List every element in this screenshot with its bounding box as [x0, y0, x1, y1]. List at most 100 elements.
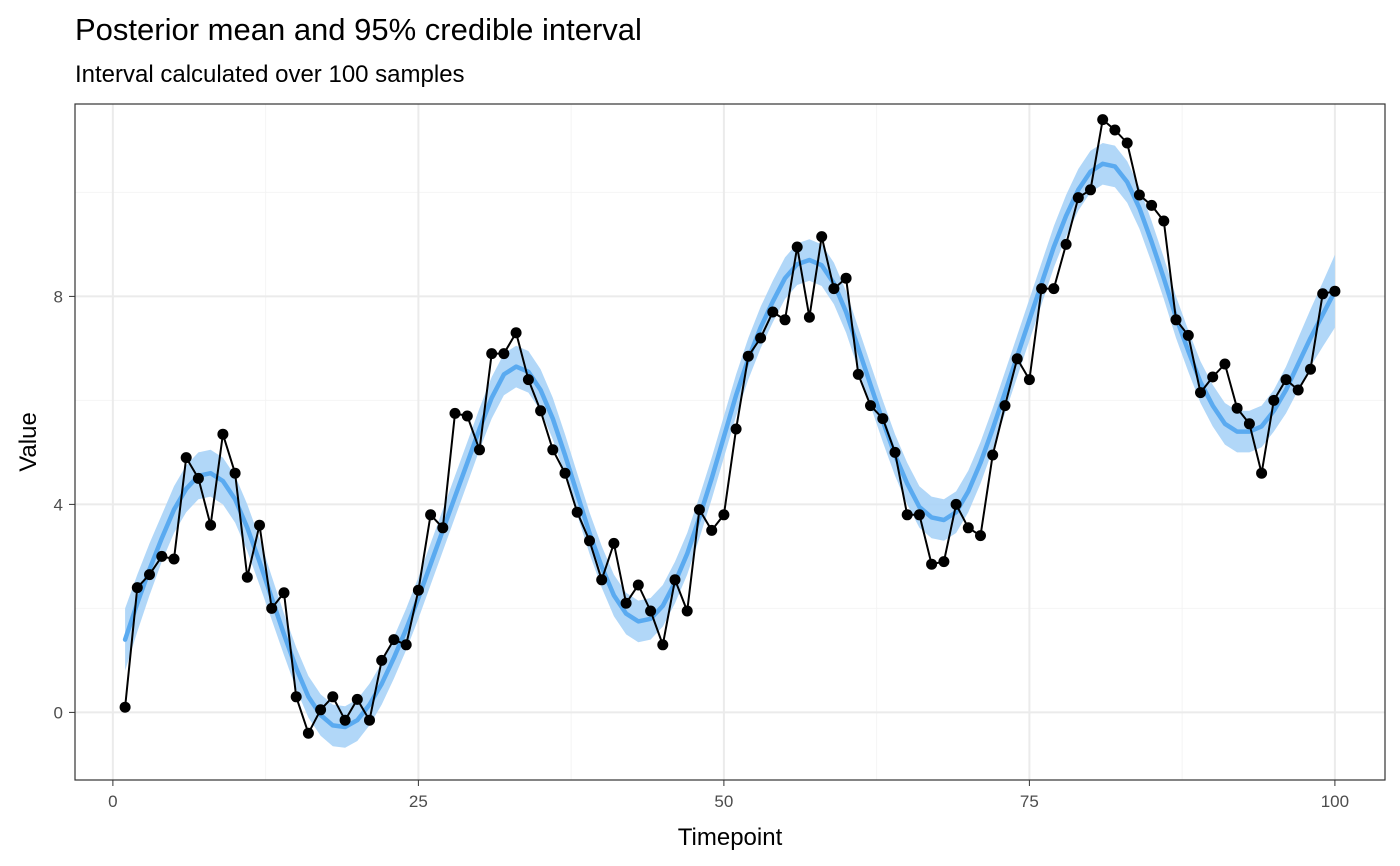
panel-border	[74, 103, 1386, 781]
observed-data-point	[877, 413, 889, 425]
observed-data-point	[351, 693, 363, 705]
observed-data-point	[987, 449, 999, 461]
observed-data-point	[168, 553, 180, 565]
x-tick-label: 50	[714, 792, 733, 811]
observed-data-point	[571, 506, 583, 518]
observed-data-point	[205, 519, 217, 531]
observed-data-point	[461, 410, 473, 422]
posterior-mean-layer	[122, 161, 1338, 730]
x-axis-title: Timepoint	[678, 824, 783, 851]
observed-data-point	[865, 400, 876, 412]
observed-data-point	[1280, 374, 1292, 386]
observed-data-point	[217, 428, 229, 440]
observed-data-point	[1097, 114, 1109, 126]
observed-data-point	[1060, 238, 1072, 250]
observed-data-point	[645, 605, 657, 617]
observed-data-point	[852, 368, 864, 380]
observed-data-point	[339, 714, 351, 726]
observed-data-point	[131, 582, 143, 594]
observed-data-point	[1268, 394, 1280, 406]
observed-data-point	[498, 348, 510, 360]
observed-data-point	[1146, 199, 1158, 211]
y-axis-title: Value	[15, 412, 42, 472]
observed-data-point	[1256, 467, 1268, 479]
observed-data-point	[999, 400, 1011, 412]
observed-data-point	[950, 498, 962, 510]
observed-data-point	[1231, 402, 1243, 414]
observed-data-point	[718, 509, 730, 521]
observed-data-point	[241, 571, 253, 583]
observed-data-point	[584, 535, 595, 547]
observed-data-point	[657, 639, 669, 651]
observed-data-point	[913, 509, 925, 521]
observed-data-point	[742, 350, 754, 362]
observed-data-point	[1207, 371, 1219, 383]
observed-data-point	[315, 704, 327, 716]
observed-data-point	[620, 597, 632, 609]
observed-data-point	[889, 446, 901, 458]
observed-data-point	[755, 332, 767, 344]
chart-subtitle: Interval calculated over 100 samples	[75, 61, 465, 88]
observed-data-point	[535, 405, 547, 417]
observed-data-point	[547, 444, 559, 456]
observed-data-point	[474, 444, 485, 456]
observed-data-point	[1023, 374, 1035, 386]
observed-data-point	[425, 509, 437, 521]
observed-data-point	[779, 314, 791, 326]
observed-data-point	[327, 691, 339, 703]
observed-data-line	[124, 118, 1336, 735]
chart-title: Posterior mean and 95% credible interval	[75, 12, 642, 47]
observed-data-point	[840, 272, 852, 284]
observed-data-point	[412, 584, 424, 596]
observed-data-point	[1085, 184, 1096, 196]
posterior-mean-line	[122, 161, 1338, 730]
observed-data-point	[803, 311, 815, 323]
observed-data-point	[1011, 353, 1023, 365]
observed-data-point	[229, 467, 241, 479]
observed-data-point	[828, 283, 840, 295]
observed-data-point	[901, 509, 913, 521]
observed-data-point	[388, 634, 400, 646]
observed-data-point	[266, 602, 278, 614]
plot-panel	[75, 104, 1385, 780]
y-tick-label: 0	[54, 703, 63, 722]
observed-data-point	[693, 504, 705, 516]
observed-data-point	[1072, 192, 1084, 204]
x-tick-label: 0	[108, 792, 117, 811]
observed-data-point	[938, 556, 950, 568]
x-tick-label: 75	[1020, 792, 1039, 811]
observed-data-point	[1243, 418, 1255, 430]
credible-interval-band	[125, 143, 1335, 748]
observed-data-point	[1292, 384, 1304, 396]
observed-data-point	[1133, 189, 1145, 201]
observed-data-point	[1219, 358, 1231, 370]
observed-data-point	[156, 550, 168, 562]
observed-data-point	[559, 467, 571, 479]
observed-data-point	[437, 522, 449, 534]
observed-data-point	[1048, 283, 1060, 295]
observed-data-point	[1195, 387, 1206, 399]
x-tick-label: 25	[409, 792, 428, 811]
observed-data-point	[400, 639, 412, 651]
observed-data-point	[816, 231, 828, 243]
observed-data-point	[290, 691, 302, 703]
observed-data-point	[1036, 283, 1048, 295]
observed-data-point	[791, 241, 803, 253]
observed-data-point	[596, 574, 608, 586]
observed-data-point	[1329, 285, 1341, 297]
observed-data-point	[1182, 329, 1194, 341]
observed-data-point	[767, 306, 779, 318]
y-tick-label: 4	[54, 495, 63, 514]
observed-data-point	[364, 714, 375, 726]
observed-data-point	[1317, 288, 1329, 300]
observed-data-point	[278, 587, 290, 599]
x-tick-label: 100	[1321, 792, 1349, 811]
observed-data-point	[926, 558, 938, 570]
observed-data-point	[632, 579, 644, 591]
observed-data-point	[119, 701, 131, 713]
observed-data-point	[962, 522, 974, 534]
credible-interval-layer	[125, 143, 1335, 748]
observed-data-point	[730, 423, 742, 435]
observed-data-point	[486, 348, 498, 360]
